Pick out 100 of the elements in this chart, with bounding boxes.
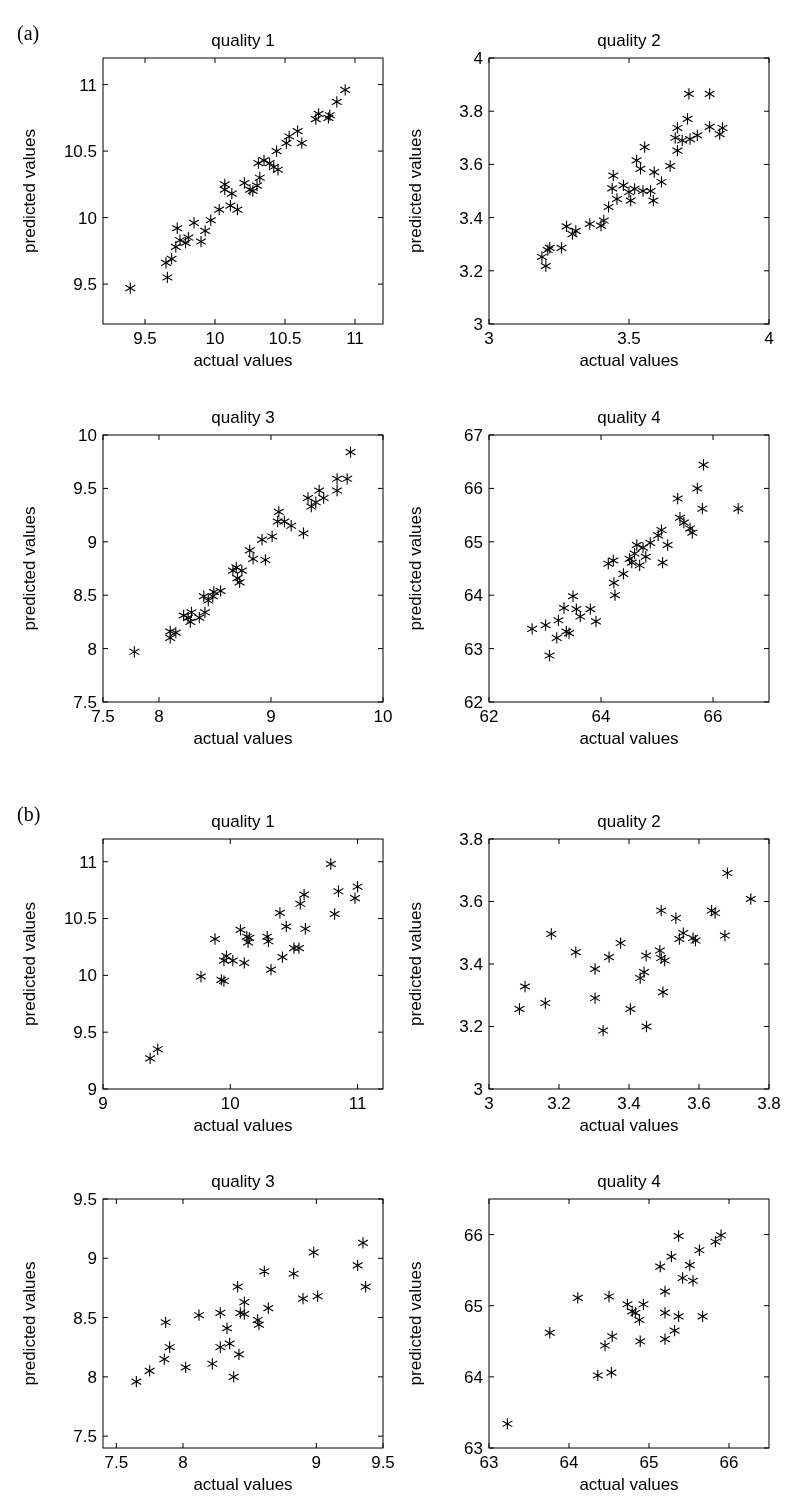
point	[526, 622, 538, 636]
x-tick-label: 3.8	[757, 1094, 781, 1113]
y-tick-label: 3.8	[459, 829, 483, 849]
point	[184, 615, 196, 629]
point	[684, 1258, 696, 1272]
x-tick-label: 64	[591, 707, 611, 726]
point	[664, 159, 676, 173]
point	[732, 502, 744, 515]
point	[645, 184, 657, 198]
point	[634, 1335, 646, 1348]
point	[160, 1316, 172, 1329]
point	[662, 538, 674, 552]
y-tick-label: 3.2	[459, 261, 483, 281]
point	[589, 962, 601, 976]
point	[551, 631, 563, 645]
point	[292, 124, 304, 138]
x-tick-label: 11	[346, 329, 364, 348]
point	[589, 991, 601, 1005]
point	[545, 927, 557, 941]
point	[313, 107, 325, 121]
point	[682, 112, 693, 126]
point	[352, 1259, 364, 1272]
y-tick-label: 3.8	[459, 102, 483, 122]
point	[674, 511, 686, 524]
point	[235, 923, 246, 937]
y-tick-label: 11	[79, 852, 97, 872]
point	[331, 484, 343, 497]
point	[182, 231, 194, 244]
y-tick-label: 10	[78, 966, 97, 986]
point	[637, 184, 649, 198]
point	[349, 891, 361, 905]
x-axis-title: actual values	[579, 1116, 679, 1135]
x-tick-label: 66	[719, 1453, 739, 1472]
point	[659, 1332, 671, 1346]
point	[590, 615, 602, 628]
point	[224, 199, 236, 212]
point	[341, 472, 353, 485]
point	[258, 154, 270, 167]
point	[331, 95, 343, 109]
y-tick-label: 9.5	[73, 1189, 97, 1209]
point	[221, 949, 232, 963]
y-tick-label: 66	[464, 1225, 483, 1245]
x-axis-title: actual values	[193, 1475, 293, 1494]
x-axis-title: actual values	[193, 1116, 293, 1135]
y-axis-title: predicted values	[20, 902, 39, 1026]
point	[305, 500, 317, 513]
y-tick-label: 10	[78, 208, 97, 228]
point	[170, 626, 182, 639]
point	[195, 970, 207, 983]
point	[561, 220, 573, 233]
point	[215, 584, 227, 598]
point	[665, 1250, 677, 1263]
y-tick-label: 7.5	[73, 1427, 97, 1447]
point	[339, 83, 351, 97]
point	[244, 544, 256, 557]
point	[603, 1290, 615, 1303]
point	[227, 954, 239, 967]
point	[574, 610, 586, 623]
point	[514, 1002, 525, 1016]
point	[603, 200, 615, 214]
point	[659, 954, 671, 967]
point	[609, 588, 621, 602]
y-tick-label: 8.5	[73, 1308, 97, 1328]
point	[673, 1229, 685, 1243]
point	[221, 1322, 233, 1335]
point	[258, 1265, 270, 1278]
point	[263, 935, 274, 948]
point	[278, 515, 290, 528]
point	[308, 1246, 320, 1259]
point	[231, 203, 243, 216]
point	[130, 1375, 142, 1388]
y-tick-label: 65	[464, 1296, 483, 1316]
point	[640, 949, 652, 962]
point	[193, 611, 205, 624]
point	[670, 911, 682, 925]
point	[214, 1306, 226, 1320]
point	[655, 951, 667, 965]
point	[598, 214, 610, 227]
point	[266, 530, 278, 543]
point	[158, 1352, 170, 1366]
y-axis-title: predicted values	[406, 129, 425, 253]
point	[178, 609, 190, 622]
point	[310, 496, 322, 509]
point	[556, 241, 567, 255]
y-axis-title: predicted values	[406, 1261, 425, 1386]
point	[698, 458, 709, 472]
point	[655, 904, 667, 917]
point	[714, 127, 726, 141]
point	[238, 176, 250, 190]
point	[207, 590, 219, 603]
point	[302, 491, 314, 505]
y-tick-label: 64	[464, 1367, 483, 1387]
point	[213, 203, 225, 216]
chart-title: quality 3	[211, 1172, 275, 1191]
y-tick-label: 66	[464, 479, 483, 499]
point	[228, 1370, 240, 1384]
point	[691, 482, 703, 495]
point	[659, 1285, 671, 1298]
point	[657, 985, 669, 999]
point	[273, 505, 285, 519]
